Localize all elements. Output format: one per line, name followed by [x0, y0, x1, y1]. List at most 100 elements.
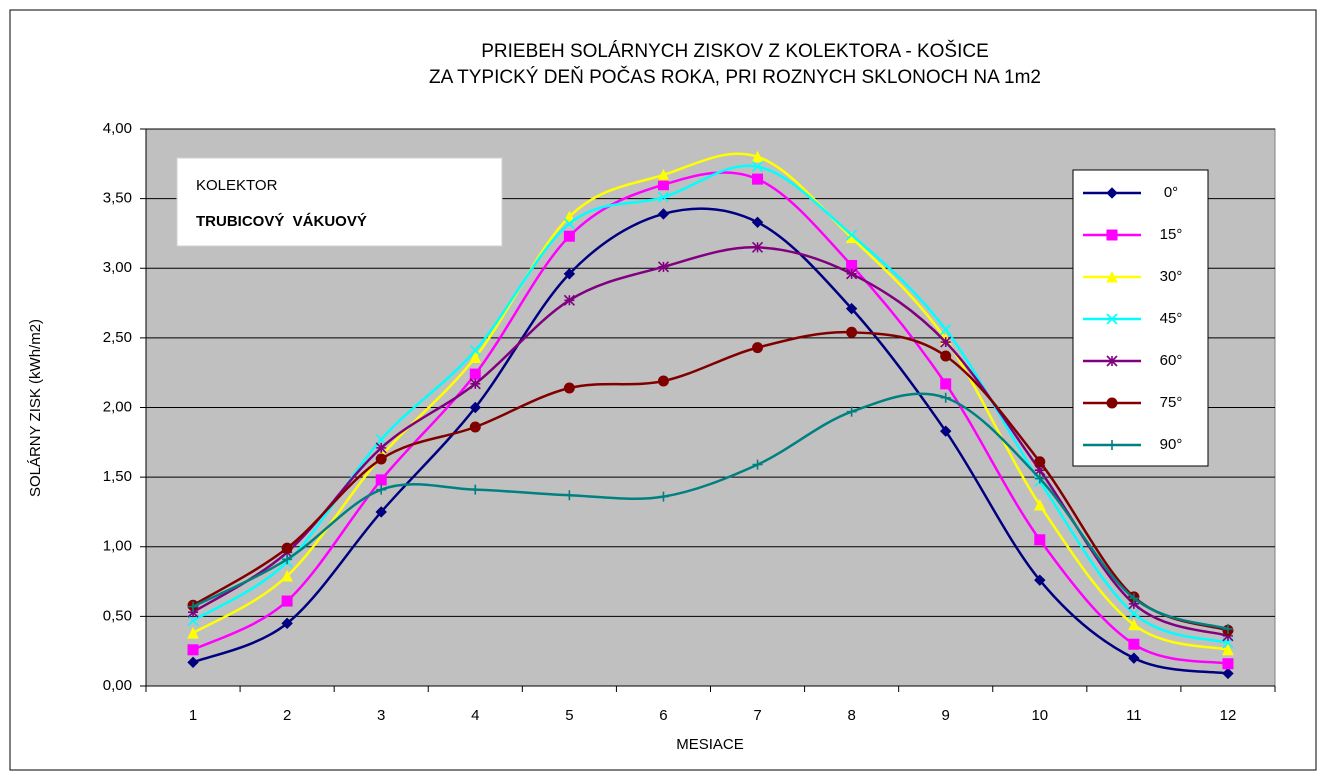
marker — [751, 161, 764, 173]
marker — [564, 490, 575, 501]
marker — [1222, 623, 1233, 634]
marker — [752, 342, 764, 354]
marker — [1128, 608, 1140, 620]
marker — [658, 491, 669, 502]
y-tick-label: 0,00 — [103, 677, 132, 694]
series-line — [192, 164, 1229, 645]
marker — [657, 168, 670, 181]
marker — [1034, 473, 1045, 484]
legend-marker — [1106, 270, 1118, 283]
marker — [657, 261, 670, 273]
marker — [563, 230, 575, 242]
marker — [846, 326, 858, 338]
marker — [940, 336, 952, 348]
legend-marker — [1106, 187, 1118, 199]
marker — [1128, 598, 1140, 610]
marker — [751, 216, 764, 229]
marker — [1034, 464, 1046, 476]
y-tick-label: 3,00 — [103, 259, 132, 276]
x-tick-label: 4 — [471, 707, 479, 724]
marker — [657, 208, 670, 220]
marker — [469, 401, 481, 414]
x-tick-label: 2 — [283, 707, 291, 724]
marker — [657, 375, 669, 387]
series-line — [192, 246, 1229, 638]
x-tick-label: 12 — [1220, 707, 1237, 724]
x-tick-label: 1 — [189, 707, 197, 724]
series — [187, 326, 1234, 636]
y-tick-label: 0,50 — [103, 607, 132, 624]
marker — [563, 268, 576, 280]
legend-label: 0° — [1164, 184, 1178, 201]
marker — [940, 350, 952, 362]
y-tick-label: 1,00 — [103, 538, 132, 555]
marker — [281, 569, 293, 582]
marker — [752, 173, 764, 185]
marker — [187, 656, 199, 669]
marker — [470, 484, 481, 495]
marker — [376, 484, 387, 495]
legend-marker — [1106, 355, 1118, 367]
x-tick-label: 6 — [659, 707, 667, 724]
annotation-box — [176, 157, 503, 247]
marker — [375, 506, 387, 518]
marker — [469, 351, 482, 363]
marker — [563, 294, 575, 306]
marker — [282, 554, 293, 565]
series-line — [192, 392, 1229, 631]
y-axis-label: SOLÁRNY ZISK (kWh/m2) — [27, 319, 44, 497]
series — [187, 161, 1234, 649]
marker — [1034, 534, 1046, 546]
marker — [752, 459, 763, 470]
annotation: KOLEKTOR — [196, 177, 278, 194]
x-tick-label: 11 — [1126, 707, 1142, 724]
marker — [1222, 667, 1234, 680]
marker — [1034, 456, 1046, 468]
x-tick-label: 7 — [753, 707, 761, 724]
legend-marker — [1106, 313, 1118, 325]
legend-label: 15° — [1160, 226, 1183, 243]
marker — [1033, 498, 1046, 511]
x-tick-label: 10 — [1031, 707, 1048, 724]
marker — [940, 392, 951, 403]
series — [188, 392, 1233, 634]
series — [187, 207, 1234, 680]
marker — [375, 442, 387, 454]
y-tick-label: 2,50 — [103, 329, 132, 346]
marker — [751, 241, 764, 253]
x-tick-label: 3 — [377, 707, 385, 724]
marker — [469, 421, 481, 433]
marker — [187, 644, 199, 656]
marker — [1128, 618, 1140, 631]
marker — [1222, 630, 1234, 642]
marker — [375, 433, 387, 446]
marker — [187, 614, 199, 627]
marker — [469, 344, 481, 356]
marker — [1128, 652, 1140, 664]
marker — [563, 210, 576, 223]
legend-marker — [1107, 440, 1117, 450]
marker — [563, 218, 575, 230]
marker — [940, 425, 952, 437]
legend-label: 75° — [1160, 394, 1183, 411]
marker — [281, 617, 293, 630]
legend-marker — [1106, 229, 1118, 241]
marker — [281, 595, 293, 607]
marker — [1128, 593, 1139, 604]
marker — [1034, 574, 1046, 586]
x-axis-label: MESIACE — [676, 736, 744, 753]
marker — [469, 368, 481, 380]
marker — [846, 229, 858, 241]
marker — [657, 191, 670, 203]
marker — [940, 378, 952, 390]
marker — [751, 150, 764, 163]
chart-title: PRIEBEH SOLÁRNYCH ZISKOV Z KOLEKTORA - K… — [481, 40, 989, 62]
marker — [846, 406, 857, 417]
marker — [187, 606, 199, 618]
x-tick-label: 5 — [565, 707, 573, 724]
series-line — [192, 330, 1229, 632]
y-tick-label: 2,00 — [103, 398, 132, 415]
marker — [1222, 643, 1234, 656]
marker — [469, 378, 481, 390]
